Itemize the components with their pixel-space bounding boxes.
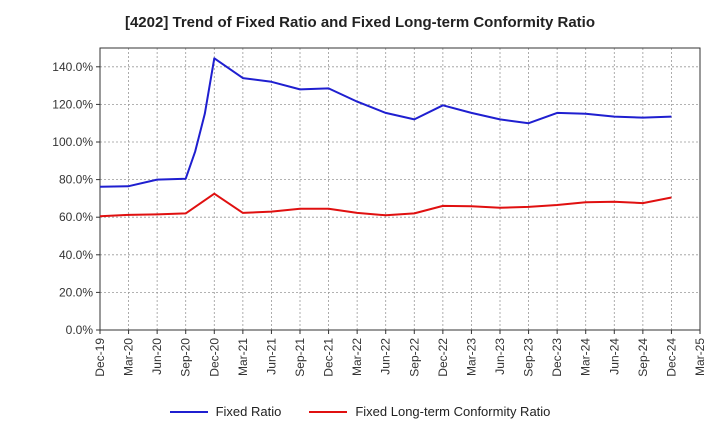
y-tick-label: 140.0% xyxy=(52,60,93,74)
x-tick-label: Mar-22 xyxy=(350,338,364,376)
x-tick-label: Jun-21 xyxy=(264,338,278,375)
y-tick-label: 20.0% xyxy=(59,285,93,299)
x-tick-label: Mar-25 xyxy=(693,338,707,376)
chart-title: [4202] Trend of Fixed Ratio and Fixed Lo… xyxy=(124,14,596,31)
y-tick-label: 0.0% xyxy=(66,323,94,337)
y-tick-label: 80.0% xyxy=(59,173,93,187)
legend-item-2: Fixed Long-term Conformity Ratio xyxy=(309,404,550,419)
plot-frame xyxy=(99,47,701,331)
x-tick-label: Dec-19 xyxy=(93,338,107,377)
series-line-1 xyxy=(99,57,672,188)
legend-item-1: Fixed Ratio xyxy=(169,404,282,419)
axis-layer: 0.0% 20.0% 40.0% 60.0% 80.0% 100.0% 120.0% 140.… xyxy=(52,47,707,377)
x-tick-label: Sep-24 xyxy=(636,338,650,377)
y-tick-label: 100.0% xyxy=(52,135,93,149)
x-tick-label: Dec-24 xyxy=(664,338,678,377)
x-tick-label: Sep-20 xyxy=(179,338,193,377)
x-tick-label: Mar-20 xyxy=(122,338,136,376)
x-tick-label: Mar-23 xyxy=(464,338,478,376)
series-layer xyxy=(99,57,672,218)
legend: Fixed Ratio Fixed Long-term Conformity Ra… xyxy=(0,404,720,419)
x-tick-label: Mar-24 xyxy=(579,338,593,376)
y-tick-label: 120.0% xyxy=(52,97,93,111)
legend-swatch xyxy=(309,410,348,413)
x-tick-label: Mar-21 xyxy=(236,338,250,376)
x-tick-label: Dec-23 xyxy=(550,338,564,377)
legend-swatch xyxy=(169,410,208,413)
legend-label: Fixed Long-term Conformity Ratio xyxy=(355,404,551,419)
x-tick-label: Jun-23 xyxy=(493,338,507,375)
x-tick-label: Sep-23 xyxy=(522,338,536,377)
grid-layer xyxy=(100,48,700,330)
x-tick-label: Sep-21 xyxy=(293,338,307,377)
x-tick-label: Dec-20 xyxy=(207,338,221,377)
x-tick-label: Jun-24 xyxy=(607,338,621,375)
legend-label: Fixed Ratio xyxy=(215,404,282,419)
series-line-2 xyxy=(99,192,672,218)
x-tick-label: Jun-20 xyxy=(150,338,164,375)
y-tick-label: 60.0% xyxy=(59,210,93,224)
x-tick-label: Jun-22 xyxy=(379,338,393,375)
y-tick-label: 40.0% xyxy=(59,248,93,262)
x-tick-label: Sep-22 xyxy=(407,338,421,377)
x-tick-label: Dec-22 xyxy=(436,338,450,377)
x-tick-label: Dec-21 xyxy=(322,338,336,377)
